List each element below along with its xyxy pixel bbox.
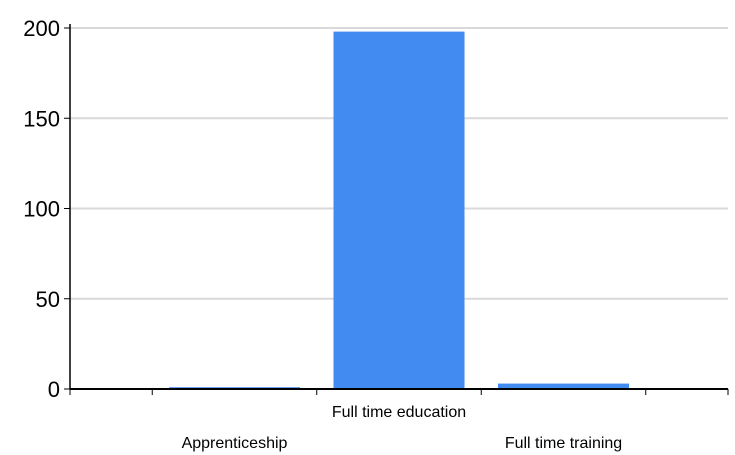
y-tick-label: 50	[36, 287, 60, 312]
y-tick-label: 0	[48, 377, 60, 402]
x-tick-label: Full time training	[505, 435, 622, 452]
bar-full-time-education	[333, 31, 465, 390]
y-tick-label: 100	[23, 197, 60, 222]
x-tick-label: Apprenticeship	[182, 435, 288, 452]
y-tick-label: 200	[23, 16, 60, 41]
y-tick-label: 150	[23, 106, 60, 131]
x-tick-label: Full time education	[332, 404, 466, 421]
bar-full-time-training	[498, 383, 629, 389]
